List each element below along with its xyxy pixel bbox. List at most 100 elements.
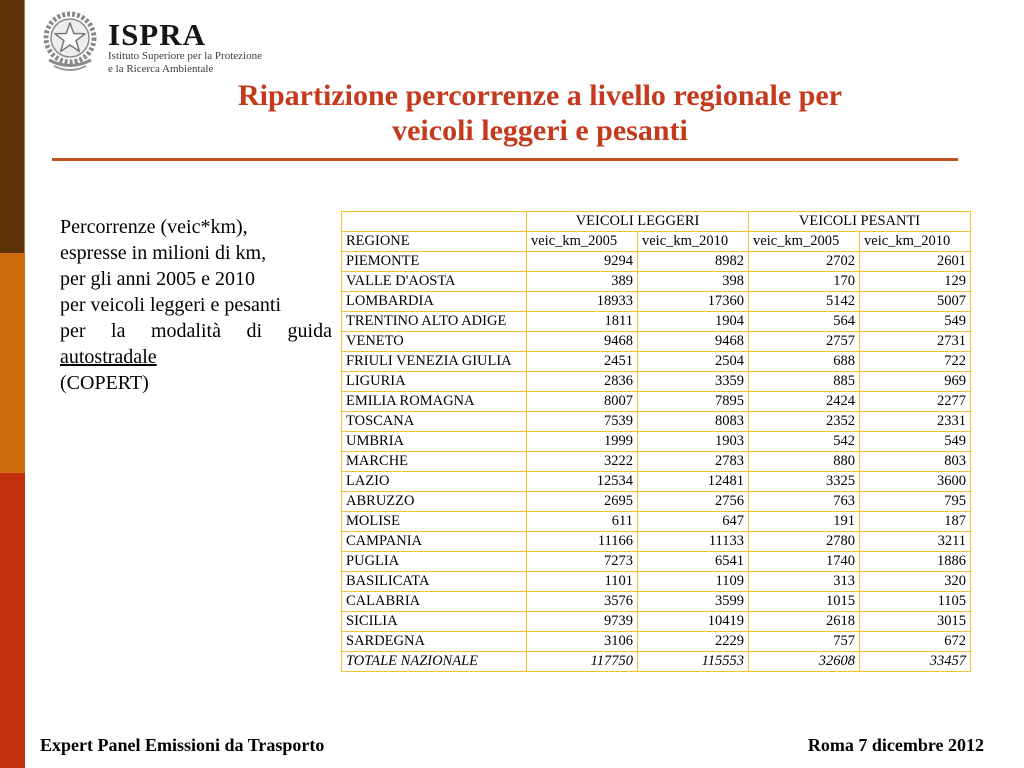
region-cell: LOMBARDIA xyxy=(341,291,527,312)
value-cell: 672 xyxy=(859,631,972,652)
value-cell: 1105 xyxy=(859,591,972,612)
region-cell: PUGLIA xyxy=(341,551,527,572)
logo-subtitle-line1: Istituto Superiore per la Protezione xyxy=(108,50,262,62)
table-row: CAMPANIA 11166 11133 2780 3211 xyxy=(341,531,972,552)
intro-line: per la modalità di guida xyxy=(60,320,332,342)
region-cell: PIEMONTE xyxy=(341,251,527,272)
value-cell: 2504 xyxy=(636,351,750,372)
value-cell: 2352 xyxy=(748,411,861,432)
region-cell: VALLE D'AOSTA xyxy=(341,271,527,292)
value-cell: 12534 xyxy=(526,471,638,492)
value-cell: 2695 xyxy=(526,491,638,512)
intro-paragraph: Percorrenze (veic*km), espresse in milio… xyxy=(60,214,332,396)
value-cell: 1015 xyxy=(748,591,861,612)
value-cell: 969 xyxy=(859,371,972,392)
intro-line-autostradale: autostradale xyxy=(60,346,157,368)
intro-line-copert: (COPERT) xyxy=(60,372,149,394)
table-row: EMILIA ROMAGNA 8007 7895 2424 2277 xyxy=(341,391,972,412)
table-row: PIEMONTE 9294 8982 2702 2601 xyxy=(341,251,972,272)
value-cell: 32608 xyxy=(748,651,861,672)
region-cell: SARDEGNA xyxy=(341,631,527,652)
region-cell: CAMPANIA xyxy=(341,531,527,552)
value-cell: 8083 xyxy=(636,411,750,432)
table-row: ABRUZZO 2695 2756 763 795 xyxy=(341,491,972,512)
value-cell: 647 xyxy=(636,511,750,532)
sidebar-band-red xyxy=(0,473,25,768)
value-cell: 5142 xyxy=(748,291,861,312)
value-cell: 549 xyxy=(859,431,972,452)
value-cell: 2277 xyxy=(859,391,972,412)
value-cell: 2702 xyxy=(748,251,861,272)
logo-name: ISPRA xyxy=(108,17,207,52)
value-cell: 3211 xyxy=(859,531,972,552)
region-cell: TRENTINO ALTO ADIGE xyxy=(341,311,527,332)
value-cell: 320 xyxy=(859,571,972,592)
region-cell: LIGURIA xyxy=(341,371,527,392)
value-cell: 9468 xyxy=(526,331,638,352)
value-cell: 564 xyxy=(748,311,861,332)
value-cell: 542 xyxy=(748,431,861,452)
value-cell: 3015 xyxy=(859,611,972,632)
region-mileage-table: VEICOLI LEGGERI VEICOLI PESANTI REGIONE … xyxy=(341,211,972,672)
value-cell: 549 xyxy=(859,311,972,332)
total-row: TOTALE NAZIONALE 117750 115553 32608 33457 xyxy=(341,651,972,672)
value-cell: 722 xyxy=(859,351,972,372)
value-cell: 3359 xyxy=(636,371,750,392)
value-cell: 3325 xyxy=(748,471,861,492)
ispra-logo: ISPRA Istituto Superiore per la Protezio… xyxy=(42,8,262,76)
value-cell: 7539 xyxy=(526,411,638,432)
value-cell: 2783 xyxy=(636,451,750,472)
region-cell: SICILIA xyxy=(341,611,527,632)
sidebar-band-orange xyxy=(0,253,25,473)
value-cell: 611 xyxy=(526,511,638,532)
group-header-leggeri: VEICOLI LEGGERI xyxy=(525,211,750,232)
region-cell: VENETO xyxy=(341,331,527,352)
col-header-regione: REGIONE xyxy=(341,231,527,252)
group-header-row: VEICOLI LEGGERI VEICOLI PESANTI xyxy=(341,211,972,232)
region-cell: ABRUZZO xyxy=(341,491,527,512)
region-cell: MOLISE xyxy=(341,511,527,532)
footer-right-text: Roma 7 dicembre 2012 xyxy=(807,735,984,755)
value-cell: 313 xyxy=(748,571,861,592)
col-header-leggeri-2010: veic_km_2010 xyxy=(636,231,750,252)
value-cell: 12481 xyxy=(636,471,750,492)
slide-title: Ripartizione percorrenze a livello regio… xyxy=(110,78,970,148)
value-cell: 1903 xyxy=(636,431,750,452)
intro-line: per gli anni 2005 e 2010 xyxy=(60,268,255,290)
table-row: FRIULI VENEZIA GIULIA 2451 2504 688 722 xyxy=(341,351,972,372)
region-cell: BASILICATA xyxy=(341,571,527,592)
table-row: BASILICATA 1101 1109 313 320 xyxy=(341,571,972,592)
value-cell: 170 xyxy=(748,271,861,292)
intro-line: espresse in milioni di km, xyxy=(60,242,267,264)
value-cell: 2756 xyxy=(636,491,750,512)
value-cell: 2836 xyxy=(526,371,638,392)
value-cell: 3599 xyxy=(636,591,750,612)
region-cell: TOSCANA xyxy=(341,411,527,432)
logo-text: ISPRA Istituto Superiore per la Protezio… xyxy=(108,8,262,76)
table-row: CALABRIA 3576 3599 1015 1105 xyxy=(341,591,972,612)
empty-corner-cell xyxy=(341,211,527,232)
value-cell: 2601 xyxy=(859,251,972,272)
table-row: TOSCANA 7539 8083 2352 2331 xyxy=(341,411,972,432)
col-header-leggeri-2005: veic_km_2005 xyxy=(526,231,638,252)
value-cell: 9468 xyxy=(636,331,750,352)
ispra-emblem-icon xyxy=(43,11,97,71)
slide-title-line1: Ripartizione percorrenze a livello regio… xyxy=(237,79,842,112)
value-cell: 3222 xyxy=(526,451,638,472)
value-cell: 9739 xyxy=(526,611,638,632)
value-cell: 1811 xyxy=(526,311,638,332)
value-cell: 795 xyxy=(859,491,972,512)
value-cell: 18933 xyxy=(526,291,638,312)
value-cell: 2331 xyxy=(859,411,972,432)
table-row: VENETO 9468 9468 2757 2731 xyxy=(341,331,972,352)
value-cell: 398 xyxy=(636,271,750,292)
value-cell: 117750 xyxy=(526,651,638,672)
value-cell: 6541 xyxy=(636,551,750,572)
value-cell: 2229 xyxy=(636,631,750,652)
value-cell: 7273 xyxy=(526,551,638,572)
column-header-row: REGIONE veic_km_2005 veic_km_2010 veic_k… xyxy=(341,231,972,252)
value-cell: 688 xyxy=(748,351,861,372)
table-row: UMBRIA 1999 1903 542 549 xyxy=(341,431,972,452)
value-cell: 885 xyxy=(748,371,861,392)
value-cell: 880 xyxy=(748,451,861,472)
